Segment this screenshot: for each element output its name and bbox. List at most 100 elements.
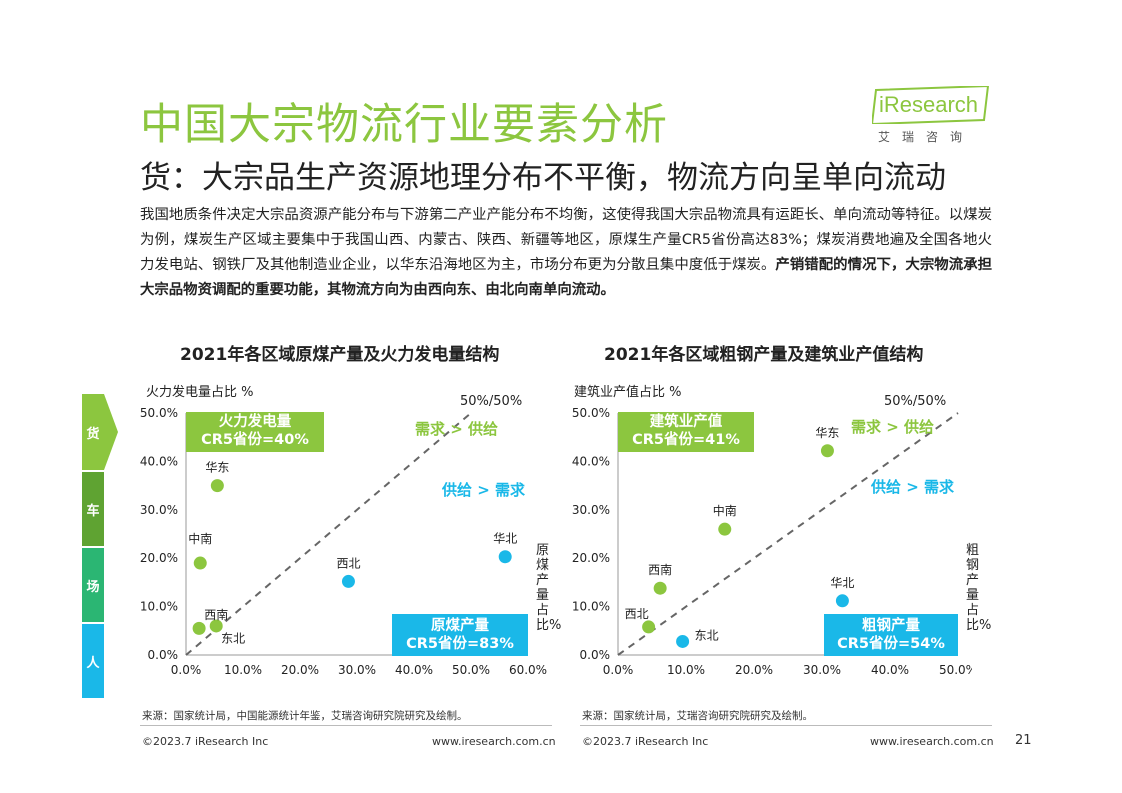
logo-frame-icon [872, 86, 990, 124]
left-xtick-label: 40.0% [395, 663, 433, 677]
left-point-华北 [498, 550, 512, 564]
right-blue-box-text: 粗钢产量 CR5省份=54% [824, 617, 958, 653]
left-ref-label: 50%/50% [460, 394, 522, 409]
footer-divider-left [140, 725, 552, 726]
left-blue-box-line2: CR5省份=83% [406, 636, 514, 652]
right-ytick-label: 40.0% [572, 454, 610, 468]
left-scatter-chart: 火力发电量占比 % 50%/50% 0.0% 10.0% 20.0% 30.0% 40.… [140, 384, 547, 677]
right-supply-label: 供给 > 需求 [870, 478, 955, 496]
right-demand-label: 需求 > 供给 [851, 418, 934, 436]
right-point-西南 [653, 581, 667, 595]
left-xtick-label: 50.0% [452, 663, 490, 677]
right-point-西北 [642, 620, 656, 634]
left-point-中南 [193, 556, 207, 570]
left-point-华东 [210, 479, 224, 493]
right-ytick-label: 30.0% [572, 503, 610, 517]
side-tab-goods: 货 [82, 394, 104, 470]
right-chart-title: 2021年各区域粗钢产量及建筑业产值结构 [604, 345, 924, 365]
left-point-西南 [209, 619, 223, 633]
side-tab-yard: 场 [82, 548, 104, 622]
page-subtitle: 货：大宗品生产资源地理分布不平衡，物流方向呈单向流动 [140, 160, 946, 196]
logo-text: iResearch [879, 92, 979, 117]
side-tab-people-label: 人 [86, 655, 100, 671]
right-green-box-line2: CR5省份=41% [632, 432, 740, 448]
left-reference-line [185, 412, 472, 656]
right-point-中南 [718, 522, 732, 536]
right-ytick-label: 10.0% [572, 600, 610, 614]
left-xtick-label: 0.0% [171, 663, 202, 677]
right-xtick-label: 30.0% [803, 663, 841, 677]
right-point-华北 [835, 594, 849, 608]
right-ytick-label: 0.0% [580, 648, 611, 662]
page-title: 中国大宗物流行业要素分析 [140, 100, 668, 150]
right-right-axis-label: 粗钢产量占比% [966, 543, 992, 633]
right-point-label: 华东 [815, 426, 839, 440]
right-xtick-label: 10.0% [667, 663, 705, 677]
left-point-label: 华东 [205, 461, 229, 475]
page-number: 21 [1015, 733, 1032, 748]
left-point-label: 中南 [188, 531, 212, 546]
right-xtick-label: 40.0% [871, 663, 909, 677]
right-point-华东 [820, 444, 834, 458]
left-green-box-line2: CR5省份=40% [201, 432, 309, 448]
right-scatter-chart: 建筑业产值占比 % 50%/50% 0.0% 10.0% 20.0% 30.0% 40.… [572, 384, 972, 677]
left-green-box-text: 火力发电量 CR5省份=40% [186, 413, 324, 449]
left-xtick-label: 10.0% [224, 663, 262, 677]
source-right: 来源：国家统计局，艾瑞咨询研究院研究及绘制。 [582, 710, 813, 722]
left-ytick-label: 50.0% [140, 406, 178, 420]
left-point-西北 [341, 574, 355, 588]
left-ytick-label: 30.0% [140, 503, 178, 517]
left-point-东北 [192, 621, 206, 635]
right-ref-label: 50%/50% [884, 394, 946, 409]
side-tab-goods-label: 货 [86, 426, 100, 442]
source-left: 来源：国家统计局，中国能源统计年鉴，艾瑞咨询研究院研究及绘制。 [142, 710, 468, 722]
footer-url-right: www.iresearch.com.cn [870, 735, 994, 748]
right-xtick-label: 20.0% [735, 663, 773, 677]
left-ytick-label: 40.0% [140, 454, 178, 468]
left-xtick-label: 30.0% [338, 663, 376, 677]
left-xtick-label: 20.0% [281, 663, 319, 677]
right-ytick-label: 50.0% [572, 406, 610, 420]
right-point-东北 [676, 634, 690, 648]
right-point-label: 中南 [713, 503, 737, 518]
right-green-box [618, 412, 754, 452]
side-tab-people: 人 [82, 624, 104, 698]
left-demand-label: 需求 > 供给 [415, 420, 498, 438]
intro-text: 我国地质条件决定大宗品资源产能分布与下游第二产业产能分布不均衡，这使得我国大宗品… [140, 207, 992, 273]
right-ytick-label: 20.0% [572, 551, 610, 565]
right-point-label: 西北 [625, 607, 649, 621]
logo-cn-text: 艾瑞咨询 [878, 130, 975, 144]
right-ylabel: 建筑业产值占比 % [574, 384, 682, 400]
left-ytick-label: 10.0% [140, 600, 178, 614]
footer-copyright-right: ©2023.7 iResearch Inc [582, 735, 709, 748]
left-point-label: 东北 [221, 631, 245, 645]
left-blue-box-line1: 原煤产量 [431, 618, 489, 634]
right-xtick-label: 0.0% [603, 663, 634, 677]
right-blue-box [824, 614, 958, 656]
left-blue-box [392, 614, 528, 656]
left-point-label: 西北 [336, 556, 360, 570]
intro-bold-text: 产销错配的情况下，大宗物流承担大宗品物资调配的重要功能，其物流方向为由西向东、由… [140, 257, 992, 298]
right-point-label: 东北 [695, 628, 719, 642]
left-ytick-label: 20.0% [140, 551, 178, 565]
left-point-label: 西南 [204, 607, 228, 622]
right-point-label: 华北 [830, 576, 854, 590]
right-green-box-text: 建筑业产值 CR5省份=41% [618, 413, 754, 449]
iresearch-logo: iResearch 艾瑞咨询 [872, 86, 992, 144]
footer-copyright-left: ©2023.7 iResearch Inc [142, 735, 269, 748]
right-green-box-line1: 建筑业产值 [649, 414, 723, 430]
left-point-label: 华北 [493, 532, 517, 546]
left-green-box [186, 412, 324, 452]
intro-paragraph: 我国地质条件决定大宗品资源产能分布与下游第二产业产能分布不均衡，这使得我国大宗品… [140, 203, 992, 303]
left-ytick-label: 0.0% [148, 648, 179, 662]
right-blue-box-line1: 粗钢产量 [862, 618, 920, 634]
side-tab-yard-label: 场 [86, 579, 100, 595]
right-point-label: 西南 [648, 562, 672, 577]
left-ylabel: 火力发电量占比 % [146, 384, 254, 400]
left-blue-box-text: 原煤产量 CR5省份=83% [392, 617, 528, 653]
footer-url-left: www.iresearch.com.cn [432, 735, 556, 748]
left-supply-label: 供给 > 需求 [441, 481, 526, 499]
left-xtick-label: 60.0% [509, 663, 547, 677]
right-reference-line [617, 412, 959, 656]
left-chart-title: 2021年各区域原煤产量及火力发电量结构 [180, 345, 500, 365]
